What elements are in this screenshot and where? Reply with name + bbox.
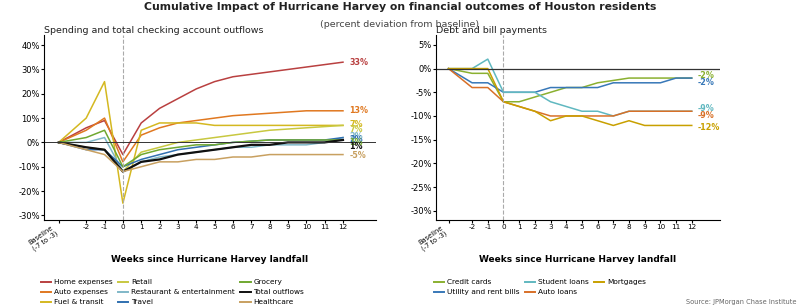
Legend: Home expenses, Auto expenses, Fuel & transit, Retail, Restaurant & entertainment: Home expenses, Auto expenses, Fuel & tra… xyxy=(41,279,304,305)
Text: 7%: 7% xyxy=(350,124,363,134)
Text: -9%: -9% xyxy=(698,111,714,120)
X-axis label: Weeks since Hurricane Harvey landfall: Weeks since Hurricane Harvey landfall xyxy=(111,255,309,264)
Text: 1%: 1% xyxy=(350,142,363,151)
Text: -9%: -9% xyxy=(698,104,714,113)
Text: Cumulative Impact of Hurricane Harvey on financial outcomes of Houston residents: Cumulative Impact of Hurricane Harvey on… xyxy=(144,2,656,11)
Text: -2%: -2% xyxy=(698,71,714,80)
Text: Source: JPMorgan Chase Institute: Source: JPMorgan Chase Institute xyxy=(686,299,796,305)
Text: -5%: -5% xyxy=(350,151,366,160)
Text: 33%: 33% xyxy=(350,58,369,67)
Text: 7%: 7% xyxy=(350,120,363,129)
Text: 2%: 2% xyxy=(350,136,363,144)
Text: -2%: -2% xyxy=(698,78,714,87)
Text: Debt and bill payments: Debt and bill payments xyxy=(436,26,547,34)
Text: (percent deviation from baseline): (percent deviation from baseline) xyxy=(321,20,479,29)
Text: -12%: -12% xyxy=(698,123,720,132)
Legend: Credit cards, Utility and rent bills, Student loans, Auto loans, Mortgages: Credit cards, Utility and rent bills, St… xyxy=(434,279,646,295)
Text: 2%: 2% xyxy=(350,132,363,141)
Text: Spending and total checking account outflows: Spending and total checking account outf… xyxy=(44,26,263,34)
Text: 1%: 1% xyxy=(350,138,363,148)
Text: 13%: 13% xyxy=(350,106,369,115)
X-axis label: Weeks since Hurricane Harvey landfall: Weeks since Hurricane Harvey landfall xyxy=(479,255,677,264)
